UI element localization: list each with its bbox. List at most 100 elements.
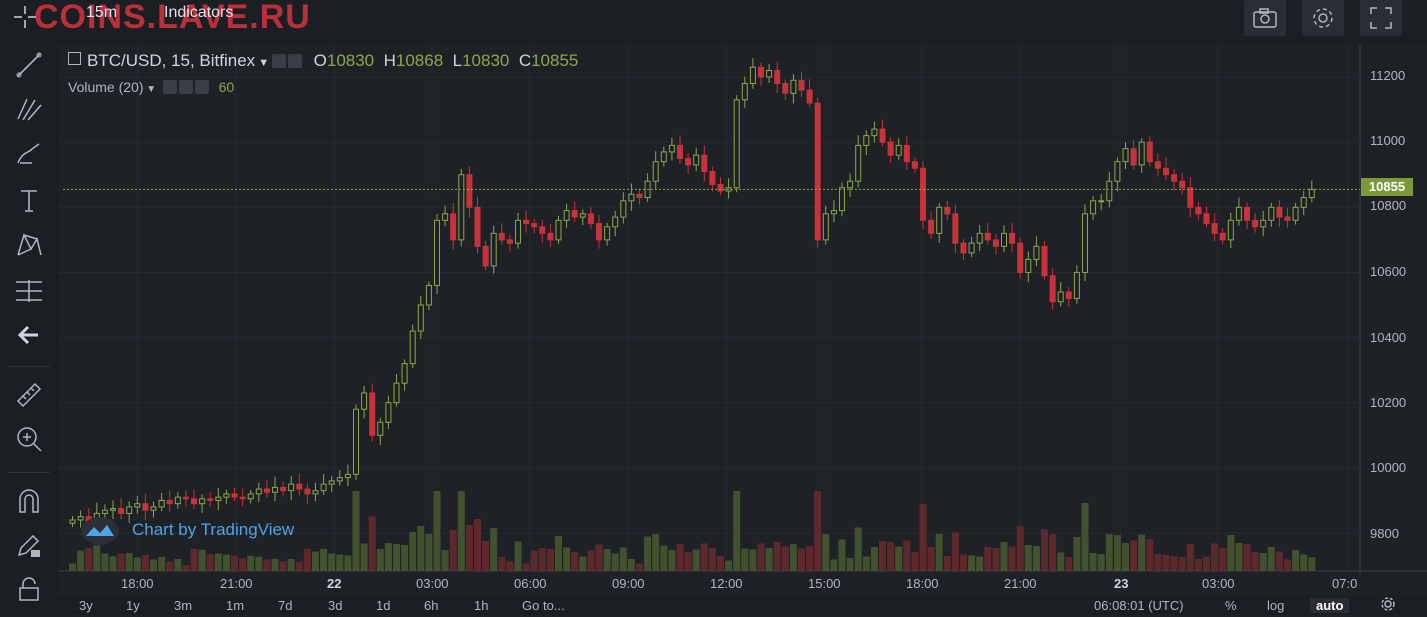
low-value: 10830	[462, 51, 510, 70]
volume-bar	[190, 548, 198, 571]
drawing-toolbar	[0, 44, 58, 615]
volume-bar	[1284, 559, 1291, 571]
candle	[1260, 219, 1267, 228]
settings-button[interactable]	[1302, 0, 1344, 36]
volume-bar	[474, 519, 481, 571]
chart-settings-button[interactable]	[1380, 596, 1396, 617]
volume-bar	[231, 555, 238, 571]
price-label: 10400	[1370, 330, 1407, 345]
volume-bar	[174, 559, 182, 571]
volume-bar	[854, 527, 862, 571]
symbol-title[interactable]: BTC/USD, 15, Bitfinex	[87, 51, 256, 70]
indicators-button[interactable]: Indicators	[164, 4, 234, 21]
candle	[126, 506, 133, 514]
range-3d[interactable]: 3d	[328, 598, 343, 613]
candle	[1009, 232, 1016, 244]
candle	[377, 421, 384, 436]
time-label: 21:00	[220, 576, 253, 591]
goto-date-button[interactable]: Go to...	[522, 598, 565, 613]
candle	[1073, 271, 1080, 299]
back-tool[interactable]	[14, 320, 44, 350]
candle	[531, 223, 538, 228]
fib-tool[interactable]	[14, 94, 44, 124]
low-label: L	[452, 51, 463, 70]
volume-bar	[919, 504, 927, 571]
text-tool[interactable]	[14, 186, 44, 216]
volume-bar	[441, 550, 449, 571]
log-toggle[interactable]: log	[1267, 598, 1285, 613]
volume-bar	[457, 491, 465, 571]
volume-bar	[287, 559, 295, 571]
candle	[101, 509, 108, 514]
percent-toggle[interactable]: %	[1225, 598, 1237, 613]
candle	[911, 161, 918, 169]
gear-icon[interactable]	[178, 80, 193, 94]
volume-bar	[1130, 540, 1138, 571]
range-7d[interactable]: 7d	[278, 598, 293, 613]
eye-icon[interactable]	[272, 54, 287, 68]
volume-bar	[93, 545, 101, 571]
pattern-tool[interactable]	[14, 230, 44, 260]
prediction-tool[interactable]	[14, 276, 44, 306]
range-1y[interactable]: 1y	[126, 598, 140, 613]
lock-drawings-tool[interactable]	[14, 530, 44, 560]
fullscreen-button[interactable]	[1360, 0, 1402, 36]
snapshot-button[interactable]	[1244, 0, 1286, 36]
interval-selector[interactable]: 15m	[86, 4, 118, 21]
range-1h[interactable]: 1h	[474, 598, 489, 613]
tradingview-logo-icon[interactable]	[80, 516, 120, 551]
volume-bar	[1041, 529, 1048, 571]
arrow-left-icon	[17, 325, 38, 345]
candle	[199, 498, 206, 505]
price-label: 10000	[1370, 460, 1407, 475]
auto-toggle[interactable]: auto	[1310, 598, 1350, 613]
price-chart[interactable]	[58, 44, 1427, 595]
trend-line-tool[interactable]	[14, 50, 44, 80]
candle	[1195, 206, 1202, 215]
volume-title[interactable]: Volume (20)	[68, 79, 144, 95]
tradingview-link[interactable]: Chart by TradingView	[132, 520, 295, 539]
magnet-tool[interactable]	[14, 486, 44, 516]
candle	[458, 174, 465, 241]
candle	[822, 213, 829, 241]
lock-tool[interactable]	[14, 574, 44, 604]
candle	[1049, 275, 1056, 303]
volume-bar	[141, 555, 149, 571]
zoom-tool[interactable]	[14, 424, 44, 454]
candle	[118, 508, 125, 514]
range-1m[interactable]: 1m	[226, 598, 245, 613]
close-icon[interactable]	[194, 80, 209, 94]
volume-bar	[1154, 554, 1162, 571]
candle	[863, 135, 870, 146]
volume-bar	[644, 536, 652, 571]
volume-bar	[336, 554, 344, 571]
range-3y[interactable]: 3y	[79, 598, 93, 613]
candle	[69, 519, 76, 524]
candle	[717, 183, 724, 192]
brush-tool[interactable]	[14, 140, 44, 170]
dropdown-icon[interactable]: ▼	[255, 57, 273, 69]
volume-bar	[158, 557, 166, 571]
dropdown-icon[interactable]: ▼	[143, 84, 159, 95]
candle	[296, 483, 303, 490]
candle	[239, 496, 246, 500]
volume-bar	[1235, 543, 1243, 571]
pattern-icon	[17, 232, 42, 256]
volume-value: 60	[218, 79, 235, 95]
eye-icon[interactable]	[162, 80, 177, 94]
gear-icon[interactable]	[288, 54, 303, 68]
measure-tool[interactable]	[14, 380, 44, 410]
range-6h[interactable]: 6h	[424, 598, 439, 613]
volume-bar	[1203, 556, 1210, 571]
range-3m[interactable]: 3m	[174, 598, 193, 613]
collapse-icon[interactable]	[68, 52, 81, 65]
volume-bar	[425, 534, 433, 571]
candle	[774, 69, 781, 85]
candle	[782, 83, 789, 94]
candle	[142, 503, 149, 511]
range-1d[interactable]: 1d	[376, 598, 391, 613]
volume-bar	[85, 548, 93, 571]
volume-bar	[611, 553, 619, 571]
volume-bars	[69, 491, 1316, 571]
crosshair-icon[interactable]	[14, 6, 36, 33]
